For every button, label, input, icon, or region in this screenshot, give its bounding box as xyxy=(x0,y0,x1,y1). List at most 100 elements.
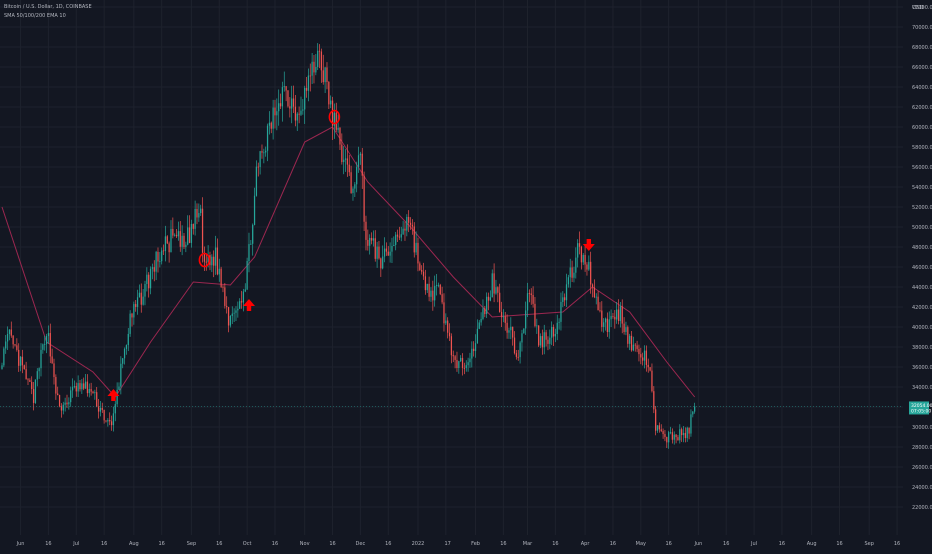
candle-body xyxy=(515,353,518,357)
price-tick-label: 68000.00 xyxy=(912,45,932,51)
candle-body xyxy=(630,335,633,351)
price-tick-label: 34000.00 xyxy=(912,385,932,391)
candle-body xyxy=(434,285,436,301)
candle-body xyxy=(482,308,484,319)
symbol-title[interactable]: Bitcoin / U.S. Dollar, 1D, COINBASE xyxy=(4,4,92,10)
candle-body xyxy=(374,238,376,259)
candle-body xyxy=(118,386,120,390)
candle-body xyxy=(578,243,581,247)
candle-body xyxy=(79,383,81,390)
candle-body xyxy=(71,386,74,391)
candle-body xyxy=(352,188,354,194)
candle-body xyxy=(688,427,690,434)
candle-body xyxy=(146,274,148,285)
candle-body xyxy=(452,355,454,357)
candle-body xyxy=(110,421,113,426)
candle-body xyxy=(300,110,302,115)
price-tick-label: 66000.00 xyxy=(912,65,932,71)
candle-body xyxy=(326,67,328,82)
candle-body xyxy=(528,293,531,295)
time-tick-label: 16 xyxy=(610,541,616,547)
candle-body xyxy=(367,239,369,246)
time-tick-label: 16 xyxy=(894,541,900,547)
candle-body xyxy=(96,392,98,407)
candle-body xyxy=(19,356,22,366)
candle-body xyxy=(664,434,666,437)
candle-body xyxy=(447,320,449,333)
candle-body xyxy=(606,318,609,333)
candle-body xyxy=(298,113,300,115)
candle-body xyxy=(86,381,89,394)
candle-body xyxy=(417,242,419,264)
price-tick-label: 58000.00 xyxy=(912,145,932,151)
price-tick-label: 40000.00 xyxy=(912,325,932,331)
candle-body xyxy=(140,292,142,305)
candle-body xyxy=(651,370,653,392)
candle-body xyxy=(324,67,326,83)
candle-body xyxy=(198,213,200,218)
candle-body xyxy=(597,296,599,311)
candle-body xyxy=(120,363,122,387)
candle-body xyxy=(68,402,70,405)
candle-body xyxy=(681,429,683,436)
candle-body xyxy=(5,341,7,349)
candle-body xyxy=(604,318,607,323)
candle-body xyxy=(408,216,410,223)
candle-body xyxy=(422,271,425,277)
candle-body xyxy=(383,248,386,257)
indicator-title[interactable]: SMA 50/100/200 EMA 10 xyxy=(4,13,66,19)
candle-body xyxy=(287,90,289,107)
candle-body xyxy=(83,383,85,389)
candle-body xyxy=(616,309,618,320)
candle-body xyxy=(350,172,352,194)
candle-body xyxy=(660,429,662,432)
candle-body xyxy=(590,261,592,285)
candle-body xyxy=(38,368,40,372)
candle-body xyxy=(636,345,638,349)
candle-body xyxy=(185,244,187,247)
price-tick-label: 28000.00 xyxy=(912,445,932,451)
candle-body xyxy=(216,247,219,275)
candle-body xyxy=(458,361,460,369)
candle-body xyxy=(162,250,165,252)
candle-body xyxy=(268,122,271,126)
time-tick-label: 16 xyxy=(836,541,842,547)
candle-body xyxy=(257,166,259,168)
candle-body xyxy=(47,333,50,336)
signal-circle xyxy=(328,109,341,125)
candle-body xyxy=(473,348,475,352)
time-tick-label: 16 xyxy=(723,541,729,547)
time-axis[interactable]: Jun 16 Jul 16 Aug 16 Sep 16 Oct 16 Nov 16 Dec 16 2022 1… xyxy=(16,541,901,547)
candle-body xyxy=(376,246,378,259)
candle-body xyxy=(406,216,408,231)
candle-body xyxy=(343,159,345,163)
candle-body xyxy=(538,325,540,346)
time-tick-label: Mar xyxy=(523,541,533,547)
candle-body xyxy=(305,87,308,91)
candle-body xyxy=(638,348,640,355)
candle-body xyxy=(478,322,480,329)
time-tick-label: 2022 xyxy=(412,541,425,547)
candle-body xyxy=(603,322,605,327)
candle-body xyxy=(571,267,573,278)
time-tick-label: Dec xyxy=(356,541,366,547)
candle-body xyxy=(341,144,343,163)
candle-body xyxy=(18,349,20,366)
last-price-tag xyxy=(909,401,929,415)
candle-body xyxy=(172,228,174,236)
candle-body xyxy=(673,434,675,440)
candle-body xyxy=(591,284,594,288)
candle-body xyxy=(166,236,168,244)
signal-down-arrow xyxy=(582,239,595,251)
candle-body xyxy=(44,344,46,345)
candle-body xyxy=(32,388,35,403)
candle-body xyxy=(10,329,12,336)
candle-body xyxy=(370,237,373,241)
candle-body xyxy=(73,385,76,387)
candle-body xyxy=(183,235,185,247)
candle-body xyxy=(686,427,688,439)
time-tick-label: Jun xyxy=(693,541,702,547)
